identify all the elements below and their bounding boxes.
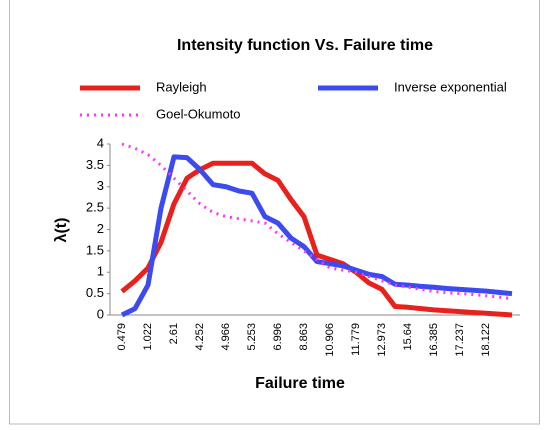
series-line: [120, 160, 513, 318]
y-tick-label: 2: [97, 221, 104, 236]
x-tick-label: 4.966: [220, 323, 232, 351]
y-tick-label: 1: [97, 264, 104, 279]
y-tick-label: 1.5: [86, 242, 104, 257]
x-tick-label: 18.122: [480, 323, 492, 357]
legend-label: Rayleigh: [156, 79, 207, 94]
x-tick-label: 0.479: [116, 323, 128, 351]
legend-label: Goel-Okumoto: [156, 106, 241, 121]
y-axis-label: λ(t): [53, 218, 70, 243]
chart-border: [9, 0, 540, 425]
y-tick-label: 0.5: [86, 285, 104, 300]
y-tick-label: 4: [97, 135, 104, 150]
series-line: [120, 154, 513, 318]
y-tick-label: 0: [97, 306, 104, 321]
x-tick-label: 12.973: [376, 323, 388, 357]
x-tick-label: 8.863: [298, 323, 310, 351]
y-tick-label: 3.5: [86, 157, 104, 172]
x-tick-label: 5.253: [246, 323, 258, 351]
x-tick-label: 11.779: [350, 323, 362, 356]
x-tick-label: 15.64: [402, 323, 414, 351]
x-tick-label: 10.906: [324, 323, 336, 357]
x-tick-label: 1.022: [142, 323, 154, 351]
x-tick-label: 17.237: [454, 323, 466, 357]
x-tick-label: 6.996: [272, 323, 284, 351]
x-axis-label: Failure time: [255, 375, 345, 392]
x-tick-label: 2.61: [168, 323, 180, 344]
x-tick-label: 16.385: [428, 323, 440, 357]
x-tick-label: 4.252: [194, 323, 206, 351]
chart-title: Intensity function Vs. Failure time: [177, 37, 433, 54]
series-line: [121, 142, 513, 301]
legend-label: Inverse exponential: [394, 79, 507, 94]
y-tick-label: 2.5: [86, 200, 104, 215]
y-tick-label: 3: [97, 178, 104, 193]
